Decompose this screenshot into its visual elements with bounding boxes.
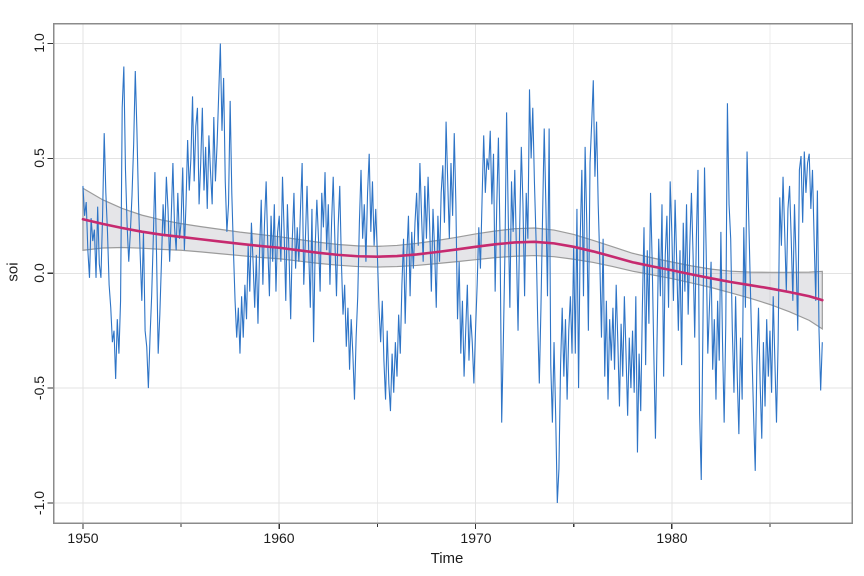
x-tick-label: 1970 (460, 530, 492, 546)
x-tick-label: 1950 (67, 530, 99, 546)
y-tick-label: 0.0 (31, 263, 47, 283)
y-tick-label: -1.0 (31, 490, 47, 516)
y-axis-title: soi (4, 262, 22, 282)
y-tick-label: -0.5 (31, 375, 47, 401)
x-tick-label: 1980 (656, 530, 688, 546)
y-tick-label: 0.5 (31, 148, 47, 168)
x-tick-label: 1960 (263, 530, 295, 546)
y-tick-label: 1.0 (31, 33, 47, 53)
x-axis-title: Time (430, 550, 464, 567)
